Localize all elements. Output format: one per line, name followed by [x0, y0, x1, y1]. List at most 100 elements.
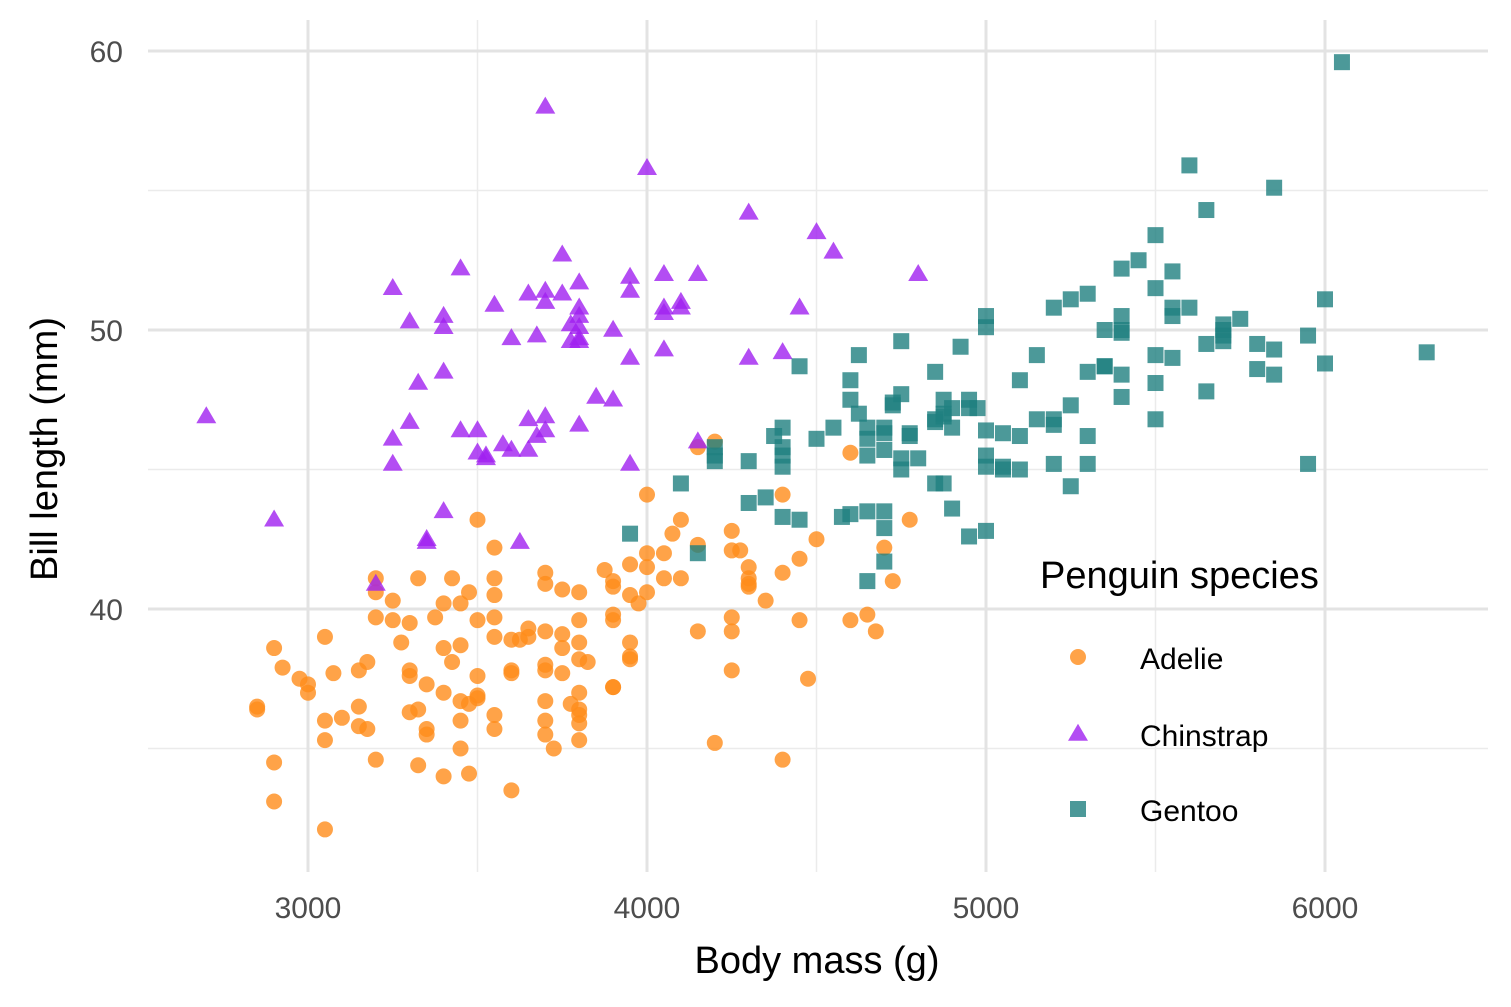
gentoo-point	[1333, 54, 1350, 71]
chinstrap-point	[382, 277, 403, 295]
adelie-point	[842, 612, 859, 629]
gentoo-point	[1317, 291, 1333, 308]
gentoo-point	[1096, 358, 1113, 375]
gentoo-point	[842, 391, 859, 408]
gentoo-point	[910, 450, 927, 467]
data-points	[196, 54, 1435, 838]
adelie-point	[774, 564, 791, 581]
y-tick-label: 40	[90, 594, 123, 627]
chinstrap-point	[365, 573, 386, 591]
adelie-point	[384, 612, 401, 629]
chinstrap-point	[433, 361, 454, 379]
chinstrap-point	[475, 448, 496, 466]
chinstrap-point	[535, 406, 556, 424]
legend-title: Penguin species	[1040, 555, 1319, 597]
gentoo-point	[672, 475, 689, 492]
adelie-point	[486, 609, 503, 626]
gentoo-point	[1062, 291, 1079, 308]
chinstrap-point	[569, 414, 590, 432]
adelie-point	[316, 732, 333, 749]
gentoo-point	[1181, 299, 1198, 316]
gentoo-point	[757, 489, 774, 506]
adelie-point	[605, 578, 622, 595]
chinstrap-point	[569, 272, 590, 290]
adelie-point	[571, 612, 588, 629]
legend-label-chinstrap: Chinstrap	[1140, 720, 1268, 753]
chinstrap-point	[620, 266, 641, 284]
adelie-point	[503, 782, 520, 799]
gentoo-point	[1045, 455, 1062, 472]
adelie-point	[571, 715, 588, 732]
chinstrap-point	[653, 303, 674, 321]
adelie-point	[401, 614, 418, 631]
gentoo-point	[1198, 335, 1215, 352]
adelie-point	[520, 620, 537, 637]
adelie-point	[774, 486, 791, 503]
adelie-point	[410, 701, 427, 718]
gentoo-point	[850, 405, 867, 422]
chinstrap-point	[501, 328, 522, 346]
adelie-point	[554, 581, 571, 598]
adelie-point	[452, 637, 469, 654]
adelie-point	[605, 679, 622, 696]
legend-label-adelie: Adelie	[1140, 643, 1223, 676]
adelie-point	[486, 570, 503, 587]
chinstrap-point	[450, 258, 471, 276]
gentoo-point	[706, 453, 723, 470]
adelie-point	[316, 712, 333, 729]
gentoo-point	[893, 333, 910, 350]
chinstrap-point	[518, 283, 539, 301]
chinstrap-point	[772, 342, 793, 360]
chinstrap-point	[670, 297, 691, 315]
legend-key-gentoo	[1070, 801, 1086, 817]
chinstrap-point	[535, 291, 556, 309]
adelie-point	[723, 623, 740, 640]
adelie-point	[452, 595, 469, 612]
gentoo-point	[1198, 383, 1215, 400]
adelie-point	[800, 670, 817, 687]
adelie-point	[333, 709, 350, 726]
adelie-point	[266, 640, 283, 657]
gentoo-point	[1198, 202, 1215, 219]
adelie-point	[452, 712, 469, 729]
adelie-point	[842, 444, 859, 461]
x-tick-label: 3000	[275, 892, 342, 925]
chinstrap-point	[264, 509, 285, 527]
adelie-point	[622, 556, 639, 573]
chinstrap-point	[433, 305, 454, 323]
gentoo-point	[774, 508, 791, 525]
gentoo-point	[859, 430, 876, 447]
adelie-point	[393, 634, 410, 651]
adelie-point	[808, 531, 825, 548]
adelie-point	[706, 734, 723, 751]
chinstrap-point	[620, 280, 641, 298]
gentoo-point	[1113, 366, 1130, 383]
adelie-point	[486, 587, 503, 604]
adelie-point	[316, 821, 333, 838]
adelie-point	[300, 676, 316, 693]
chinstrap-point	[653, 339, 674, 357]
legend-keys	[1068, 649, 1088, 817]
chinstrap-point	[738, 202, 759, 220]
gentoo-point	[1300, 327, 1317, 344]
chinstrap-point	[382, 428, 403, 446]
gentoo-point	[944, 419, 961, 436]
adelie-point	[630, 595, 647, 612]
y-tick-label: 50	[90, 315, 123, 348]
gentoo-point	[1164, 308, 1181, 325]
chinstrap-point	[433, 317, 454, 335]
gentoo-point	[859, 573, 876, 590]
gentoo-point	[1079, 455, 1096, 472]
adelie-point	[537, 726, 554, 743]
adelie-point	[571, 584, 588, 601]
gentoo-point	[994, 461, 1011, 478]
chinstrap-point	[450, 420, 471, 438]
chinstrap-point	[586, 386, 607, 404]
minor-gridlines	[148, 20, 1488, 872]
adelie-point	[571, 634, 588, 651]
adelie-point	[723, 609, 740, 626]
gentoo-point	[774, 458, 791, 475]
gentoo-point	[689, 545, 706, 562]
chinstrap-point	[399, 311, 420, 329]
adelie-point	[740, 559, 757, 576]
